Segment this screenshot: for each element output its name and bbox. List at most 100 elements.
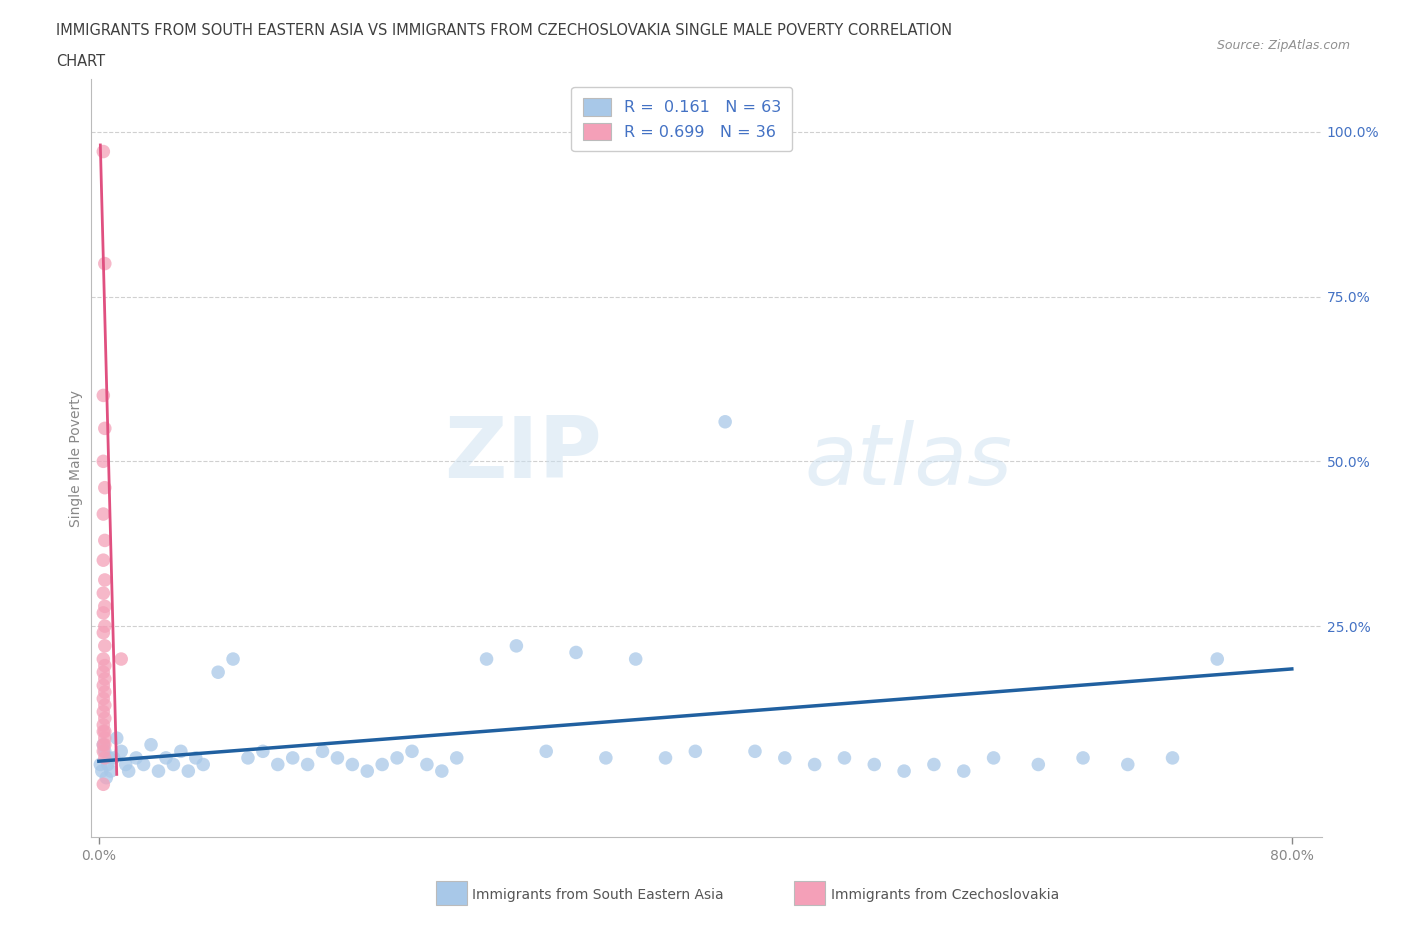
- Point: [1116, 757, 1139, 772]
- Text: Immigrants from Czechoslovakia: Immigrants from Czechoslovakia: [831, 887, 1059, 902]
- Point: [1071, 751, 1094, 765]
- Point: [94, 684, 117, 699]
- Point: [94, 744, 117, 759]
- Point: [371, 757, 394, 772]
- Point: [114, 757, 136, 772]
- Point: [91, 144, 114, 159]
- Point: [534, 744, 557, 759]
- Point: [90, 764, 112, 778]
- Point: [94, 421, 117, 436]
- Point: [654, 751, 676, 765]
- Point: [744, 744, 766, 759]
- Point: [91, 507, 114, 522]
- Point: [139, 737, 162, 752]
- Point: [91, 605, 114, 620]
- Point: [267, 757, 290, 772]
- Point: [155, 751, 177, 765]
- Point: [94, 599, 117, 614]
- Point: [922, 757, 945, 772]
- Point: [193, 757, 215, 772]
- Text: CHART: CHART: [56, 54, 105, 69]
- Point: [177, 764, 200, 778]
- Point: [430, 764, 453, 778]
- Point: [401, 744, 423, 759]
- Point: [446, 751, 468, 765]
- Point: [475, 652, 498, 667]
- Point: [773, 751, 796, 765]
- Point: [118, 764, 141, 778]
- Point: [94, 533, 117, 548]
- Point: [222, 652, 245, 667]
- Point: [91, 665, 114, 680]
- Point: [94, 671, 117, 686]
- Point: [94, 698, 117, 712]
- Point: [207, 665, 229, 680]
- Point: [97, 757, 120, 772]
- Point: [94, 658, 117, 673]
- Point: [983, 751, 1005, 765]
- Y-axis label: Single Male Poverty: Single Male Poverty: [69, 390, 83, 526]
- Point: [834, 751, 856, 765]
- Point: [91, 724, 114, 739]
- Point: [863, 757, 886, 772]
- Point: [91, 704, 114, 719]
- Point: [105, 731, 128, 746]
- Point: [94, 711, 117, 725]
- Point: [98, 751, 121, 765]
- Point: [91, 625, 114, 640]
- Point: [103, 751, 125, 765]
- Point: [252, 744, 274, 759]
- Point: [565, 645, 588, 660]
- Point: [148, 764, 170, 778]
- Point: [110, 652, 132, 667]
- Point: [356, 764, 378, 778]
- Point: [1161, 751, 1184, 765]
- Point: [91, 586, 114, 601]
- Point: [297, 757, 319, 772]
- Point: [342, 757, 364, 772]
- Point: [94, 618, 117, 633]
- Text: atlas: atlas: [804, 420, 1012, 503]
- Point: [110, 744, 132, 759]
- Point: [952, 764, 974, 778]
- Point: [94, 638, 117, 653]
- Point: [91, 454, 114, 469]
- Point: [91, 718, 114, 733]
- Point: [170, 744, 193, 759]
- Legend: R =  0.161   N = 63, R = 0.699   N = 36: R = 0.161 N = 63, R = 0.699 N = 36: [571, 87, 793, 152]
- Point: [1026, 757, 1049, 772]
- Point: [94, 256, 117, 271]
- Point: [91, 388, 114, 403]
- Text: IMMIGRANTS FROM SOUTH EASTERN ASIA VS IMMIGRANTS FROM CZECHOSLOVAKIA SINGLE MALE: IMMIGRANTS FROM SOUTH EASTERN ASIA VS IM…: [56, 23, 952, 38]
- Point: [281, 751, 304, 765]
- Point: [162, 757, 184, 772]
- Point: [624, 652, 647, 667]
- Point: [94, 731, 117, 746]
- Point: [91, 737, 114, 752]
- Text: Immigrants from South Eastern Asia: Immigrants from South Eastern Asia: [472, 887, 724, 902]
- Point: [91, 737, 114, 752]
- Point: [416, 757, 439, 772]
- Text: Source: ZipAtlas.com: Source: ZipAtlas.com: [1216, 39, 1350, 52]
- Point: [94, 480, 117, 495]
- Point: [94, 751, 117, 765]
- Point: [803, 757, 825, 772]
- Point: [100, 764, 122, 778]
- Point: [91, 691, 114, 706]
- Point: [132, 757, 155, 772]
- Point: [94, 737, 117, 752]
- Point: [311, 744, 333, 759]
- Point: [91, 744, 114, 759]
- Point: [505, 638, 527, 653]
- Point: [91, 652, 114, 667]
- Point: [184, 751, 207, 765]
- Point: [326, 751, 349, 765]
- Point: [94, 724, 117, 739]
- Point: [1206, 652, 1229, 667]
- Point: [385, 751, 408, 765]
- Point: [595, 751, 617, 765]
- Point: [893, 764, 915, 778]
- Point: [91, 552, 114, 567]
- Point: [91, 777, 114, 791]
- Text: ZIP: ZIP: [444, 413, 602, 496]
